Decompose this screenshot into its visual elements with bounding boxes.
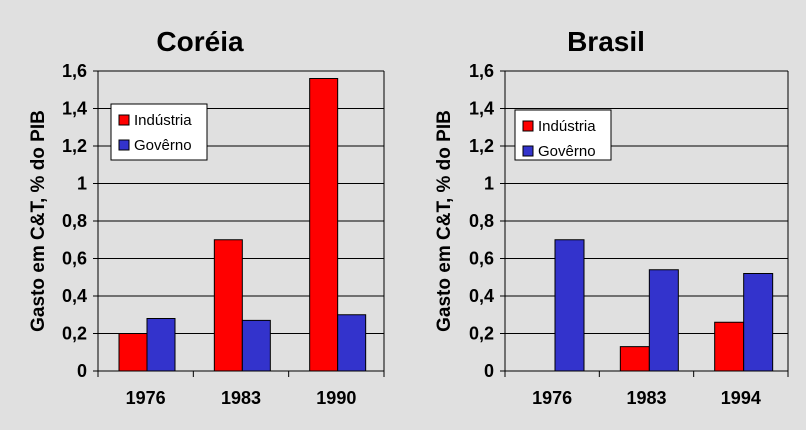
bar-governo-1983: [241, 319, 271, 372]
legend-swatch-industria: [118, 114, 130, 126]
y-tick-label: 1,4: [469, 99, 494, 119]
y-tick-label: 0,4: [469, 286, 494, 306]
y-tick-label: 0,2: [469, 324, 494, 344]
x-tick-label: 1983: [221, 388, 261, 408]
chart-title: Brasil: [567, 26, 645, 57]
legend-label: Indústria: [134, 112, 192, 129]
y-tick-label: 0: [484, 361, 494, 381]
x-tick-label: 1994: [721, 388, 761, 408]
y-tick-label: 0,4: [62, 286, 87, 306]
y-axis-label: Gasto em C&T, % do PIB: [434, 110, 455, 332]
y-tick-label: 1: [77, 174, 87, 194]
x-tick-label: 1976: [532, 388, 572, 408]
y-tick-label: 1,4: [62, 99, 87, 119]
y-tick-label: 0,8: [469, 211, 494, 231]
y-tick-label: 0: [77, 361, 87, 381]
y-tick-label: 1,6: [62, 61, 87, 81]
y-tick-label: 0,6: [62, 249, 87, 269]
bar-governo-1990: [337, 314, 367, 372]
legend-swatch-governo: [118, 139, 130, 151]
chart-brasil: Brasil Gasto em C&T, % do PIB 0 0,2 0,4 0,6 0,…: [434, 26, 789, 408]
legend: Indústria Govêrno: [514, 109, 612, 161]
chart-title: Coréia: [156, 26, 244, 57]
legend-label: Govêrno: [134, 137, 192, 154]
bar-governo-1983: [648, 269, 679, 372]
bar-governo-1994: [743, 273, 774, 372]
y-axis-label: Gasto em C&T, % do PIB: [28, 110, 49, 332]
bar-governo-1976: [554, 239, 585, 372]
legend: Indústria Govêrno: [110, 103, 208, 161]
y-tick-label: 1,2: [469, 136, 494, 156]
y-tick-label: 0,2: [62, 324, 87, 344]
x-tick-label: 1976: [126, 388, 166, 408]
bar-industria-1983: [619, 346, 650, 372]
bar-industria-1990: [309, 78, 339, 372]
bar-governo-1976: [146, 318, 176, 372]
y-tick-label: 1,2: [62, 136, 87, 156]
chart-coreia: Coréia Gasto em C&T, % do PIB 0 0,2 0,4 0,6 0,…: [28, 26, 385, 408]
legend-label: Govêrno: [538, 143, 596, 160]
y-tick-label: 0,8: [62, 211, 87, 231]
bar-industria-1983: [213, 239, 243, 372]
x-tick-label: 1990: [316, 388, 356, 408]
y-tick-label: 0,6: [469, 249, 494, 269]
legend-box: [110, 103, 208, 161]
legend-swatch-governo: [522, 145, 534, 157]
y-tick-label: 1,6: [469, 61, 494, 81]
legend-swatch-industria: [522, 120, 534, 132]
bar-industria-1994: [714, 321, 745, 372]
y-tick-label: 1: [484, 174, 494, 194]
bar-industria-1976: [118, 333, 148, 372]
legend-label: Indústria: [538, 118, 596, 135]
x-tick-label: 1983: [626, 388, 666, 408]
